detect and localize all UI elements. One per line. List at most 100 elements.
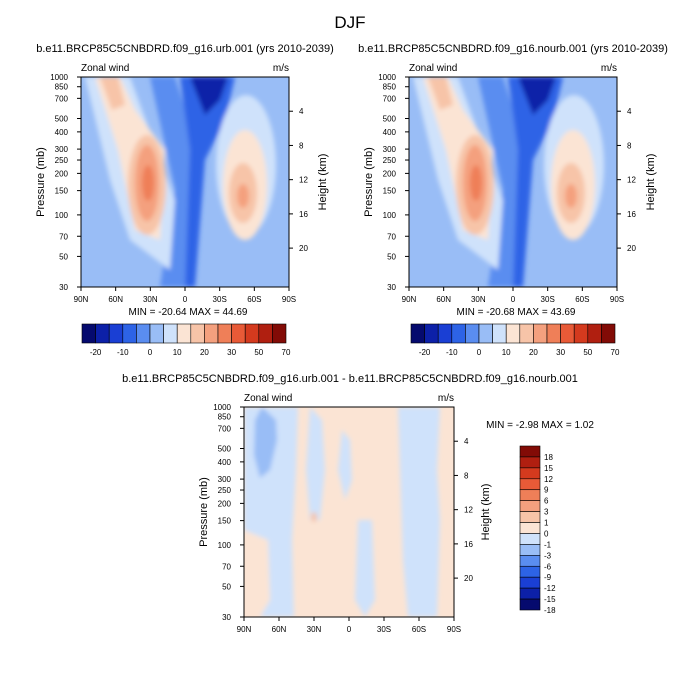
colorbar-swatch (519, 511, 541, 523)
colorbar-swatch (465, 323, 480, 344)
x-tick-label: 90S (610, 295, 624, 304)
left-label: Zonal wind (409, 63, 457, 74)
colorbar-swatch (587, 323, 602, 344)
units-label: m/s (601, 63, 617, 74)
colorbar-label: 0 (148, 348, 153, 357)
y-tick-label: 500 (218, 445, 232, 454)
colorbar-label: -20 (419, 348, 431, 357)
x-tick-label: 0 (183, 295, 188, 304)
y-tick-label: 50 (59, 252, 68, 261)
y-tick-label: 70 (387, 232, 396, 241)
contour-easterly-band (478, 77, 523, 287)
y-right-tick-label: 4 (299, 107, 304, 116)
colorbar-swatch (176, 323, 192, 344)
contour-negative-south (398, 407, 440, 617)
y-right-tick-label: 16 (464, 540, 473, 549)
y-tick-label: 30 (222, 613, 231, 622)
y-tick-label: 100 (55, 211, 69, 220)
x-tick-label: 0 (347, 625, 352, 634)
colorbar-swatch (492, 323, 507, 344)
colorbar-swatch (573, 323, 589, 344)
y-right-tick-label: 8 (627, 141, 632, 150)
y-right-tick-label: 12 (464, 506, 473, 515)
y-axis-ticks-right: 20 16 12 8 4 (617, 107, 636, 253)
x-tick-label: 90N (74, 295, 89, 304)
y-tick-label: 500 (55, 115, 69, 124)
x-tick-label: 30N (307, 625, 322, 634)
colorbar-label: 20 (200, 348, 209, 357)
colorbar-swatch (519, 533, 541, 545)
colorbar-label: 9 (544, 486, 549, 495)
y-tick-label: 30 (387, 283, 396, 292)
y-tick-label: 700 (55, 94, 69, 103)
colorbar-label: -10 (446, 348, 458, 357)
units-label: m/s (273, 63, 289, 74)
colorbar-swatch (519, 544, 541, 556)
y-tick-label: 150 (55, 187, 69, 196)
colorbar-swatch (519, 467, 541, 480)
y-tick-label: 50 (387, 252, 396, 261)
x-tick-label: 90N (402, 295, 417, 304)
units-label: m/s (438, 393, 454, 404)
colorbar-label: 3 (544, 508, 549, 517)
y-tick-label: 700 (383, 94, 397, 103)
colorbar: -20 -10 0 10 20 30 50 70 (410, 323, 620, 357)
y-tick-label: 250 (383, 156, 397, 165)
colorbar-swatch (424, 323, 439, 344)
y-tick-label: 70 (222, 562, 231, 571)
y-tick-label: 1000 (378, 73, 396, 82)
y-tick-label: 30 (59, 283, 68, 292)
contour-surface-easterly (170, 258, 180, 282)
colorbar-label: -15 (544, 595, 556, 604)
contour-positive-south (237, 184, 249, 208)
y-tick-label: 300 (55, 145, 69, 154)
panel-title: b.e11.BRCP85C5CNBDRD.f09_g16.urb.001 (yr… (36, 43, 334, 55)
x-axis-ticks: 90N 60N 30N 0 30S 60S 90S (237, 617, 461, 634)
colorbar-label: -3 (544, 551, 552, 560)
contour-positive-south (565, 184, 577, 208)
colorbar-swatch (95, 323, 110, 344)
contour-easterly-band (150, 77, 195, 287)
colorbar-swatch (217, 323, 232, 344)
contour-surface-easterly (498, 258, 508, 282)
colorbar-label: -18 (544, 606, 556, 615)
x-tick-label: 60S (412, 625, 426, 634)
x-tick-label: 60N (436, 295, 451, 304)
colorbar-swatch (231, 323, 246, 344)
colorbar-swatch (519, 522, 541, 534)
colorbar-swatch (519, 598, 541, 611)
contour-positive-north-low (244, 530, 270, 617)
colorbar-swatch (272, 323, 287, 344)
colorbar-label: 1 (544, 519, 549, 528)
y-right-tick-label: 20 (627, 244, 636, 253)
x-tick-label: 60S (575, 295, 589, 304)
x-tick-label: 30N (143, 295, 158, 304)
colorbar-swatch (519, 478, 541, 491)
colorbar-swatch (258, 323, 273, 344)
colorbar-label: 10 (173, 348, 182, 357)
contour-jet-north (470, 165, 482, 201)
contour-negative-mid (355, 520, 375, 617)
colorbar-swatch (519, 587, 541, 600)
colorbar-swatch (519, 445, 541, 458)
y-tick-label: 400 (55, 128, 69, 137)
colorbar-label: -10 (117, 348, 129, 357)
contour-positive-spot (311, 512, 317, 522)
y-right-tick-label: 4 (627, 107, 632, 116)
colorbar-label: 30 (227, 348, 236, 357)
panel-difference: b.e11.BRCP85C5CNBDRD.f09_g16.urb.001 - b… (122, 373, 594, 634)
x-tick-label: 30S (213, 295, 227, 304)
colorbar-label: 20 (529, 348, 538, 357)
colorbar-swatch (519, 565, 541, 578)
contour-easterly-core (518, 77, 556, 115)
colorbar-swatch (81, 323, 96, 344)
colorbar-swatch (410, 323, 425, 344)
contour-positive-north (100, 77, 125, 110)
colorbar-swatch (136, 323, 151, 344)
left-label: Zonal wind (81, 63, 129, 74)
min-max-label: MIN = -20.68 MAX = 43.69 (457, 307, 576, 318)
